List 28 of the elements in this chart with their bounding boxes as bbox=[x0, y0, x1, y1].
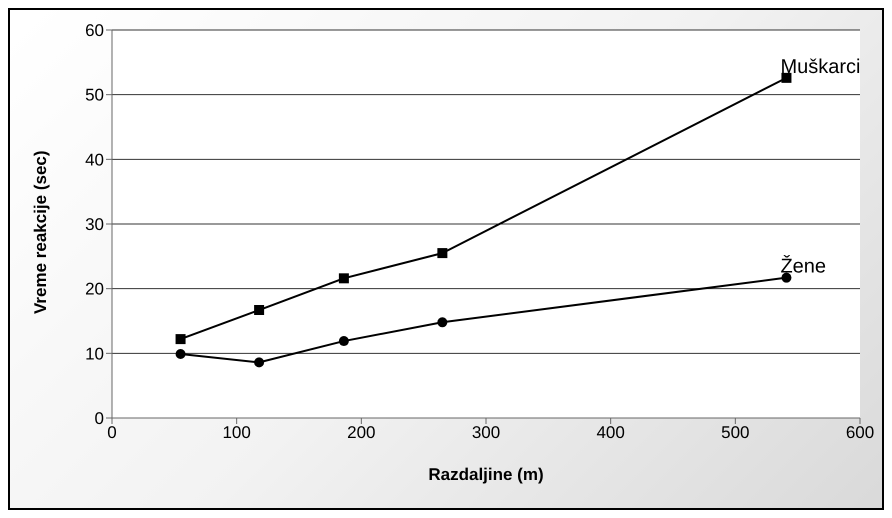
series-label: Muškarci bbox=[780, 56, 860, 78]
y-tick-label: 0 bbox=[94, 409, 104, 428]
y-tick-label: 50 bbox=[85, 86, 104, 105]
x-tick-label: 200 bbox=[347, 423, 376, 442]
x-tick-label: 600 bbox=[846, 423, 874, 442]
point bbox=[254, 357, 264, 368]
x-tick-label: 500 bbox=[721, 423, 750, 442]
y-tick-label: 30 bbox=[85, 215, 104, 234]
point bbox=[437, 317, 448, 328]
point bbox=[437, 248, 448, 258]
y-tick-label: 10 bbox=[85, 344, 104, 364]
x-tick-label: 0 bbox=[107, 423, 117, 442]
series-label: Žene bbox=[780, 254, 826, 278]
point bbox=[338, 273, 349, 284]
x-tick-label: 300 bbox=[472, 423, 500, 442]
y-tick-label: 20 bbox=[85, 280, 104, 299]
x-tick-label: 400 bbox=[596, 423, 625, 442]
point bbox=[176, 334, 186, 344]
x-tick-label: 100 bbox=[222, 423, 251, 442]
y-tick-label: 60 bbox=[85, 21, 104, 40]
y-tick-label: 40 bbox=[85, 150, 104, 170]
point bbox=[338, 336, 349, 346]
y-axis-title: Vreme reakcije (sec) bbox=[31, 150, 50, 314]
point bbox=[254, 305, 264, 316]
point bbox=[781, 272, 792, 283]
point bbox=[176, 348, 186, 359]
point bbox=[781, 72, 792, 83]
x-axis-title: Razdaljine (m) bbox=[428, 465, 544, 484]
